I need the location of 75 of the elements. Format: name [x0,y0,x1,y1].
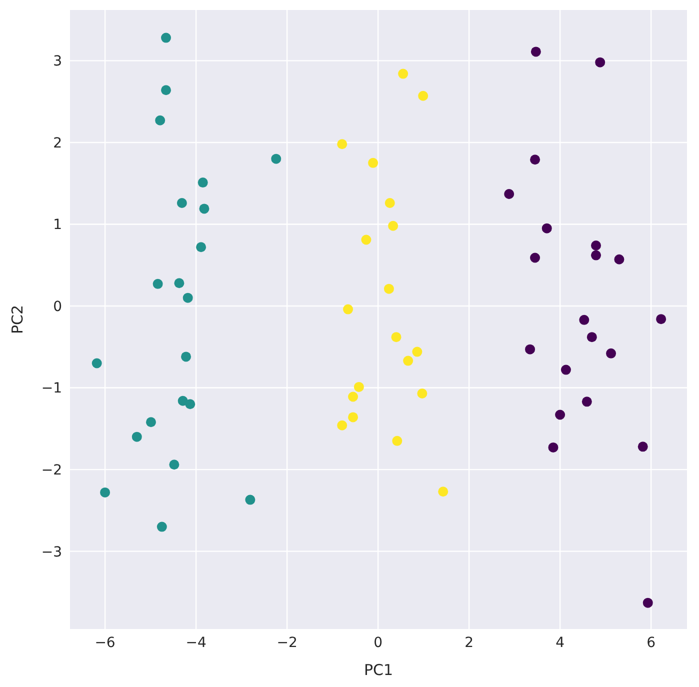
point [530,252,540,263]
point [555,410,566,420]
point [92,358,102,368]
point [606,348,616,358]
point [417,388,428,398]
y-tick-label: 3 [53,54,62,70]
point [169,460,180,470]
point [196,242,206,252]
point [560,364,571,375]
point [161,85,172,96]
x-axis-title: PC1 [364,661,394,679]
point [412,346,422,357]
point [348,412,358,422]
point [642,598,653,608]
point [530,46,541,57]
point [384,284,394,294]
point [156,522,167,532]
point [418,90,428,101]
point [403,356,414,366]
y-tick-label: 2 [53,135,62,152]
point [438,486,448,497]
point [391,332,402,342]
point [542,223,552,234]
x-tick-label: 6 [646,634,656,651]
point [548,442,558,452]
y-tick-label: 0 [53,298,62,315]
point [100,487,110,498]
x-tick-label: −6 [94,634,116,651]
point [146,417,156,428]
point [361,234,372,245]
point [161,32,172,43]
y-axis-title: PC2 [8,304,26,334]
x-tick-label: −4 [186,634,206,651]
point [590,250,601,260]
point [614,254,624,264]
point [388,220,398,231]
y-tick-label: 1 [53,217,62,234]
point [337,420,348,430]
point [398,68,408,79]
point [590,240,601,250]
x-tick-label: −2 [276,634,298,651]
point [271,154,282,164]
x-tick-label: 4 [556,634,565,651]
point [582,396,592,407]
x-tick-label: 0 [374,634,383,651]
y-tick-label: −1 [41,380,62,397]
point [337,139,348,150]
point [152,278,163,289]
point [348,392,358,402]
point [595,57,606,68]
point [579,314,590,325]
point [155,115,166,126]
point [392,436,402,446]
point [174,278,184,288]
point [504,188,514,199]
point [530,154,540,165]
point [586,332,597,342]
point [182,292,193,303]
point [198,178,208,188]
point [245,494,256,505]
point [185,399,196,410]
point [199,204,210,214]
point [132,432,142,442]
x-tick-label: 2 [464,634,474,651]
y-tick-label: −3 [41,544,62,560]
point [525,344,536,354]
point [343,304,354,314]
point [656,314,666,324]
point [176,198,187,208]
point [638,442,648,452]
point [384,198,395,208]
point [354,382,364,392]
point [181,352,192,362]
point [368,158,378,168]
y-tick-label: −2 [41,462,62,479]
